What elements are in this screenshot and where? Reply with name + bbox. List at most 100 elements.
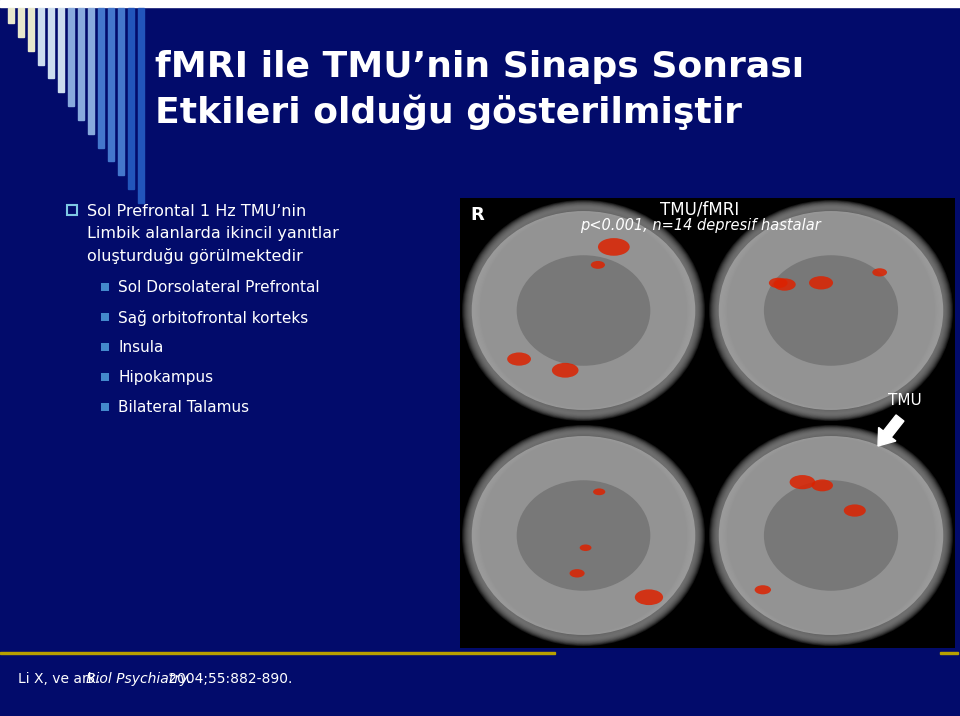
Ellipse shape	[473, 208, 693, 412]
Ellipse shape	[710, 200, 952, 420]
Text: Li X, ve ark.: Li X, ve ark.	[18, 672, 105, 686]
Ellipse shape	[774, 279, 796, 291]
Bar	[28, 8, 34, 51]
Text: 2004;55:882-890.: 2004;55:882-890.	[164, 672, 293, 686]
Ellipse shape	[478, 437, 688, 634]
Ellipse shape	[713, 203, 949, 418]
Ellipse shape	[469, 205, 697, 415]
Ellipse shape	[598, 238, 630, 256]
Ellipse shape	[590, 261, 605, 268]
Text: TMU/fMRI: TMU/fMRI	[660, 200, 739, 218]
Bar	[118, 8, 124, 175]
Ellipse shape	[468, 429, 699, 642]
Ellipse shape	[479, 213, 687, 408]
Ellipse shape	[475, 435, 691, 637]
Ellipse shape	[728, 438, 935, 633]
Ellipse shape	[474, 209, 692, 412]
Text: oluşturduğu görülmektedir: oluşturduğu görülmektedir	[87, 248, 302, 264]
Bar	[68, 8, 74, 106]
Ellipse shape	[475, 210, 691, 411]
Bar	[98, 8, 104, 147]
Ellipse shape	[469, 430, 697, 640]
Ellipse shape	[715, 429, 948, 642]
Ellipse shape	[721, 433, 942, 638]
Ellipse shape	[712, 427, 950, 644]
Ellipse shape	[507, 352, 531, 366]
Ellipse shape	[516, 255, 650, 366]
Ellipse shape	[710, 426, 952, 645]
Ellipse shape	[725, 211, 938, 410]
Ellipse shape	[470, 431, 696, 639]
Ellipse shape	[569, 569, 585, 578]
Ellipse shape	[764, 255, 899, 366]
Ellipse shape	[809, 276, 833, 289]
Bar	[101, 343, 109, 351]
Ellipse shape	[724, 435, 939, 636]
Ellipse shape	[467, 428, 700, 642]
Text: Sol Prefrontal 1 Hz TMU’nin: Sol Prefrontal 1 Hz TMU’nin	[87, 204, 306, 219]
Bar	[48, 8, 54, 78]
Ellipse shape	[477, 436, 689, 635]
Text: Bilateral Talamus: Bilateral Talamus	[118, 400, 250, 415]
FancyArrow shape	[878, 415, 904, 446]
Ellipse shape	[722, 209, 941, 412]
Text: TMU: TMU	[888, 393, 922, 408]
Ellipse shape	[464, 201, 703, 420]
Ellipse shape	[714, 203, 948, 417]
Ellipse shape	[723, 210, 940, 411]
Ellipse shape	[471, 432, 695, 639]
Ellipse shape	[462, 425, 705, 646]
Bar	[58, 8, 64, 92]
Ellipse shape	[479, 437, 687, 634]
Text: Insula: Insula	[118, 340, 163, 355]
Ellipse shape	[468, 430, 698, 641]
Ellipse shape	[728, 213, 935, 407]
Ellipse shape	[473, 433, 693, 638]
Text: R: R	[470, 206, 484, 224]
Text: Sol Dorsolateral Prefrontal: Sol Dorsolateral Prefrontal	[118, 280, 320, 295]
Ellipse shape	[714, 428, 948, 642]
Ellipse shape	[516, 480, 650, 591]
Text: Hipokampus: Hipokampus	[118, 370, 213, 385]
Ellipse shape	[477, 211, 689, 410]
Ellipse shape	[715, 204, 948, 417]
Ellipse shape	[873, 268, 887, 276]
Ellipse shape	[463, 426, 704, 645]
Ellipse shape	[727, 213, 936, 408]
Ellipse shape	[465, 427, 702, 644]
Ellipse shape	[471, 436, 695, 635]
Ellipse shape	[471, 211, 695, 410]
Ellipse shape	[470, 206, 696, 415]
Ellipse shape	[472, 432, 694, 639]
Ellipse shape	[719, 436, 944, 635]
Ellipse shape	[465, 202, 702, 419]
Ellipse shape	[720, 432, 943, 639]
Ellipse shape	[724, 211, 939, 410]
Text: p<0.001, n=14 depresif hastalar: p<0.001, n=14 depresif hastalar	[580, 218, 821, 233]
Text: fMRI ile TMU’nin Sinaps Sonrası: fMRI ile TMU’nin Sinaps Sonrası	[155, 50, 804, 84]
Ellipse shape	[727, 437, 936, 634]
Bar	[101, 313, 109, 321]
Ellipse shape	[811, 480, 833, 491]
Ellipse shape	[580, 544, 591, 551]
Bar	[0, 0, 960, 7]
Bar	[78, 8, 84, 120]
Ellipse shape	[480, 438, 686, 633]
Bar	[67, 205, 77, 215]
Ellipse shape	[468, 205, 698, 416]
Bar	[940, 652, 958, 654]
Bar	[138, 8, 144, 203]
Bar	[101, 373, 109, 381]
Ellipse shape	[635, 589, 663, 605]
Ellipse shape	[712, 202, 950, 419]
Ellipse shape	[769, 278, 787, 288]
Ellipse shape	[478, 212, 688, 409]
Ellipse shape	[552, 363, 579, 377]
Bar	[18, 8, 24, 37]
Ellipse shape	[463, 200, 704, 420]
Ellipse shape	[720, 208, 943, 413]
Ellipse shape	[726, 437, 937, 634]
Ellipse shape	[716, 430, 947, 641]
Bar	[460, 198, 955, 648]
Ellipse shape	[719, 211, 944, 410]
